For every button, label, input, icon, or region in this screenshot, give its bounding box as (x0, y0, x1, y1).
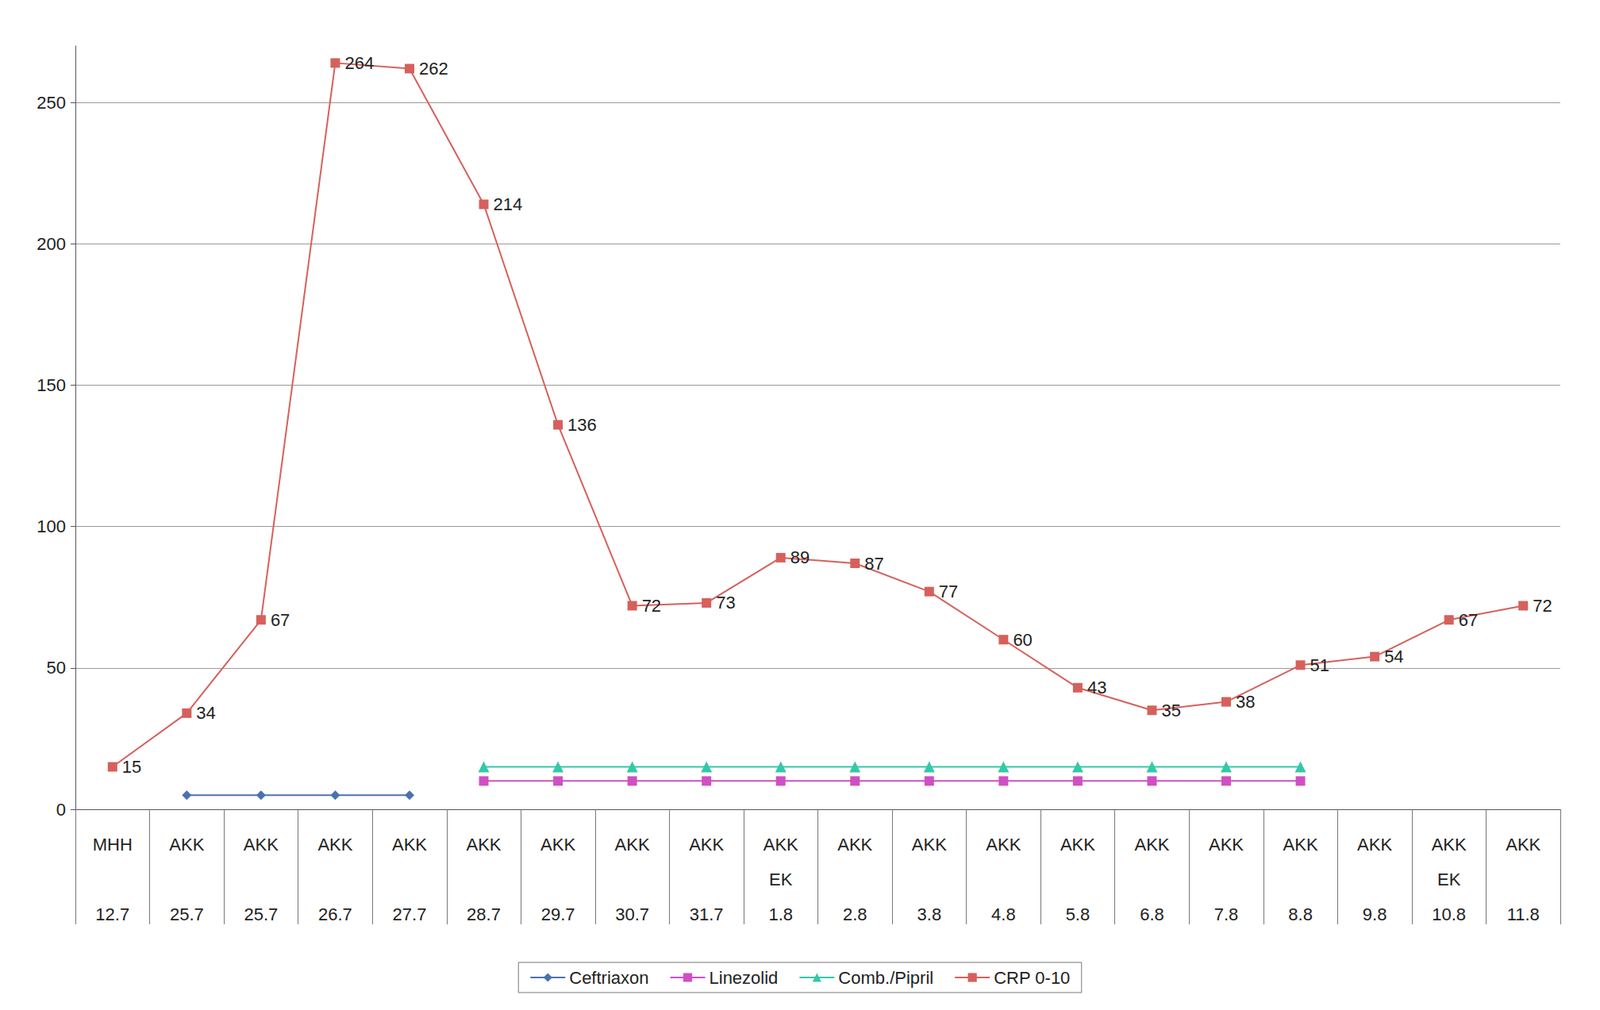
svg-text:3.8: 3.8 (917, 904, 943, 925)
svg-text:11.8: 11.8 (1507, 904, 1540, 925)
svg-text:AKK: AKK (169, 834, 204, 855)
svg-text:150: 150 (36, 375, 66, 396)
svg-text:5.8: 5.8 (1065, 904, 1091, 925)
svg-text:1.8: 1.8 (768, 904, 793, 925)
svg-text:67: 67 (270, 610, 290, 631)
svg-text:7.8: 7.8 (1214, 904, 1239, 925)
svg-text:Comb./Pipril: Comb./Pipril (838, 968, 934, 989)
svg-text:34: 34 (196, 703, 216, 724)
svg-text:8.8: 8.8 (1288, 904, 1313, 925)
svg-text:AKK: AKK (540, 834, 576, 855)
svg-text:100: 100 (36, 516, 66, 537)
svg-text:250: 250 (36, 92, 66, 113)
svg-text:72: 72 (642, 596, 662, 616)
svg-text:77: 77 (938, 581, 958, 602)
svg-text:262: 262 (419, 58, 449, 79)
svg-text:AKK: AKK (763, 834, 799, 855)
svg-text:27.7: 27.7 (392, 904, 427, 925)
svg-text:AKK: AKK (615, 834, 650, 855)
svg-text:AKK: AKK (466, 834, 502, 855)
svg-text:15: 15 (122, 757, 142, 777)
svg-text:6.8: 6.8 (1139, 904, 1165, 925)
svg-text:Ceftriaxon: Ceftriaxon (569, 968, 649, 989)
svg-text:43: 43 (1087, 677, 1107, 698)
svg-text:38: 38 (1235, 692, 1255, 712)
svg-text:9.8: 9.8 (1362, 904, 1388, 925)
svg-text:51: 51 (1310, 655, 1330, 676)
svg-text:AKK: AKK (985, 834, 1021, 855)
svg-text:AKK: AKK (392, 834, 427, 855)
svg-text:EK: EK (1437, 869, 1462, 890)
svg-text:4.8: 4.8 (991, 904, 1016, 925)
svg-text:CRP 0-10: CRP 0-10 (993, 968, 1070, 989)
svg-text:54: 54 (1384, 646, 1404, 667)
svg-text:AKK: AKK (1060, 834, 1096, 855)
svg-text:AKK: AKK (1283, 834, 1319, 855)
svg-text:214: 214 (493, 194, 524, 215)
svg-text:EK: EK (769, 869, 793, 890)
svg-text:AKK: AKK (317, 834, 353, 855)
svg-text:28.7: 28.7 (466, 904, 501, 925)
svg-text:72: 72 (1532, 596, 1552, 616)
svg-text:29.7: 29.7 (541, 904, 576, 925)
svg-text:31.7: 31.7 (689, 904, 724, 925)
svg-text:MHH: MHH (92, 834, 133, 855)
svg-text:AKK: AKK (911, 834, 947, 855)
svg-text:AKK: AKK (1505, 834, 1541, 855)
svg-text:136: 136 (567, 415, 597, 435)
svg-text:AKK: AKK (837, 834, 873, 855)
svg-text:89: 89 (790, 547, 810, 568)
svg-text:0: 0 (56, 800, 66, 820)
svg-text:Linezolid: Linezolid (709, 968, 779, 989)
svg-text:25.7: 25.7 (169, 904, 204, 925)
svg-text:264: 264 (344, 53, 374, 74)
svg-text:87: 87 (864, 553, 884, 574)
svg-text:26.7: 26.7 (318, 904, 353, 925)
svg-text:AKK: AKK (243, 834, 279, 855)
svg-text:73: 73 (715, 592, 735, 613)
svg-text:50: 50 (46, 657, 66, 678)
svg-text:AKK: AKK (688, 834, 724, 855)
svg-text:AKK: AKK (1134, 834, 1170, 855)
svg-text:12.7: 12.7 (95, 904, 130, 925)
svg-text:30.7: 30.7 (615, 904, 650, 925)
svg-text:67: 67 (1458, 610, 1478, 631)
svg-text:10.8: 10.8 (1431, 904, 1466, 925)
svg-text:AKK: AKK (1357, 834, 1393, 855)
svg-text:AKK: AKK (1431, 834, 1467, 855)
svg-text:25.7: 25.7 (243, 904, 278, 925)
svg-text:60: 60 (1012, 630, 1032, 650)
svg-text:35: 35 (1161, 700, 1181, 721)
svg-text:AKK: AKK (1208, 834, 1244, 855)
svg-text:200: 200 (36, 234, 66, 254)
svg-text:2.8: 2.8 (842, 904, 868, 925)
